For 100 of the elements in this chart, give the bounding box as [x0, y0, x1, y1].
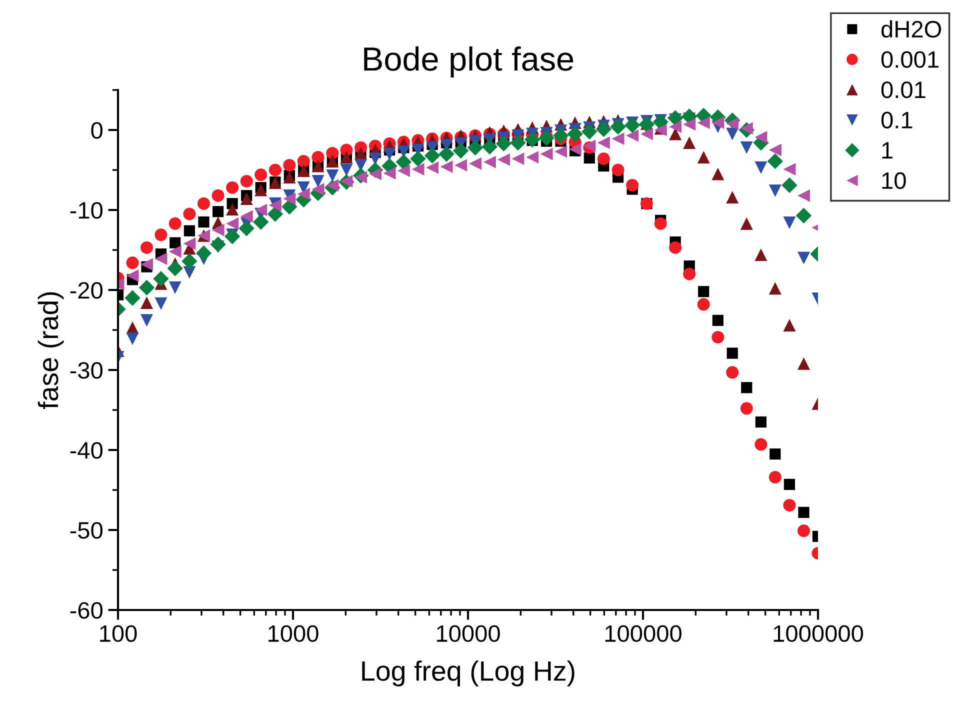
point — [438, 146, 454, 162]
point — [224, 228, 240, 244]
point — [440, 160, 453, 174]
point — [726, 366, 739, 379]
point — [768, 282, 782, 295]
point — [483, 156, 496, 168]
point — [667, 110, 684, 126]
point — [283, 192, 296, 206]
point — [654, 217, 667, 230]
point — [340, 164, 353, 176]
point — [183, 237, 196, 250]
point — [197, 197, 210, 210]
point — [554, 145, 568, 158]
point — [312, 182, 324, 196]
point — [240, 174, 253, 188]
point — [482, 138, 498, 155]
point — [712, 314, 724, 326]
point — [183, 208, 196, 220]
point — [153, 270, 169, 287]
point — [712, 168, 724, 180]
point — [126, 256, 139, 270]
point — [612, 132, 624, 146]
point — [768, 144, 782, 156]
point — [740, 402, 753, 415]
point — [140, 314, 154, 327]
point — [510, 134, 526, 151]
point — [212, 224, 224, 236]
point — [582, 124, 598, 140]
point — [698, 286, 710, 298]
point — [712, 330, 724, 344]
point — [624, 117, 640, 134]
point — [740, 122, 753, 135]
y-tick-label: -60 — [70, 602, 102, 619]
point — [669, 120, 682, 134]
point — [226, 202, 239, 216]
point — [240, 192, 253, 206]
point — [124, 290, 140, 306]
point — [770, 448, 781, 460]
point — [283, 158, 296, 172]
point — [768, 184, 782, 198]
point — [783, 216, 796, 230]
point — [140, 241, 154, 254]
point — [796, 208, 812, 224]
point — [597, 152, 610, 166]
point — [140, 258, 154, 271]
point — [626, 129, 639, 142]
point — [426, 161, 439, 174]
point — [168, 217, 182, 230]
point — [640, 128, 653, 140]
point — [567, 126, 583, 142]
point — [683, 136, 696, 150]
point — [797, 189, 810, 202]
point — [354, 170, 368, 184]
point — [755, 416, 766, 428]
x-tick-label: 10000 — [436, 625, 500, 642]
point — [240, 210, 253, 223]
point — [726, 128, 739, 140]
point — [782, 177, 798, 194]
point — [126, 269, 139, 282]
point — [783, 318, 796, 332]
point — [797, 524, 810, 538]
point — [683, 118, 696, 131]
point — [726, 117, 739, 130]
point — [740, 141, 753, 154]
point — [726, 348, 738, 359]
point — [397, 164, 410, 178]
point — [754, 248, 768, 262]
legend-label: 0.001 — [881, 51, 938, 68]
point — [767, 153, 783, 170]
point — [798, 506, 810, 518]
point — [410, 150, 426, 167]
point — [254, 204, 268, 216]
point — [326, 169, 339, 182]
x-tick-label: 1000000 — [774, 625, 864, 642]
y-tick-label: -50 — [70, 522, 102, 539]
y-tick-label: -30 — [70, 362, 102, 379]
point — [326, 146, 339, 160]
x-axis-title: Log freq (Log Hz) — [362, 660, 574, 686]
point — [652, 114, 668, 130]
point — [552, 128, 569, 144]
point — [626, 178, 639, 192]
point — [267, 206, 284, 222]
point — [354, 146, 368, 160]
point — [452, 142, 469, 159]
point — [538, 130, 554, 146]
point — [168, 245, 182, 258]
point — [497, 153, 510, 166]
point — [312, 174, 324, 188]
point — [396, 154, 412, 170]
point — [140, 296, 154, 310]
point — [312, 150, 324, 164]
point — [697, 298, 710, 311]
point — [783, 162, 796, 176]
point — [154, 297, 168, 310]
point — [740, 217, 753, 230]
point — [368, 168, 382, 180]
point — [697, 150, 710, 164]
point — [596, 121, 612, 138]
point — [226, 217, 239, 230]
point — [754, 161, 768, 174]
